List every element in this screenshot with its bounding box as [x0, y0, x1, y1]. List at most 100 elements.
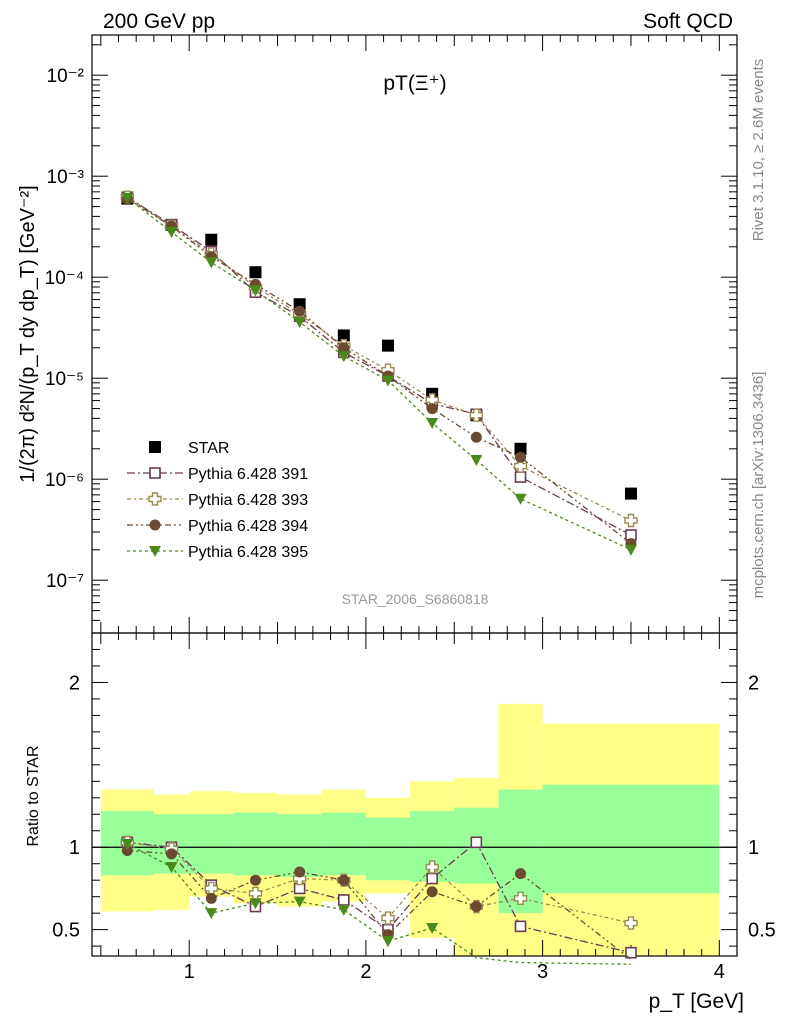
ratio-data-point [337, 904, 350, 916]
ratio-plot-frame [91, 632, 738, 957]
data-point [469, 408, 484, 422]
legend-marker [149, 519, 161, 531]
data-point [515, 451, 527, 463]
data-point [381, 375, 394, 387]
ratio-data-point [470, 901, 482, 913]
legend: STAR Pythia 6.428 391 Pythia 6.428 393 Pyth… [127, 440, 308, 561]
legend-label: Pythia 6.428 395 [188, 544, 308, 561]
main-axis-ticks [92, 35, 737, 634]
data-point [249, 285, 262, 297]
mcplots-credit-label: mcplots.cern.ch [arXiv:1306.3436] [750, 372, 767, 599]
data-point [338, 342, 350, 354]
ratio-data-point [425, 860, 439, 874]
data-point [337, 351, 350, 363]
data-point [121, 192, 134, 204]
main-y-axis-title: 1/(2π) d²N/(p_T dy dp_T) [GeV⁻²] [17, 185, 39, 482]
ratio-y-axis-title: Ratio to STAR [25, 745, 42, 846]
data-point [624, 513, 638, 528]
legend-entry: STAR [149, 440, 229, 457]
y-tick-label: 10⁻² [47, 66, 85, 87]
legend-label: Pythia 6.428 391 [188, 466, 308, 483]
ratio-data-point [165, 862, 178, 874]
energy-label: 200 GeV pp [103, 10, 215, 33]
ratio-data-point [515, 868, 527, 880]
x-tick-label: 4 [714, 961, 725, 983]
x-tick-label: 3 [537, 961, 548, 983]
ratio-data-point [514, 920, 527, 933]
ratio-data-point [381, 911, 395, 925]
data-point [381, 339, 394, 352]
ratio-data-point [293, 896, 306, 908]
legend-entry: Pythia 6.428 391 [127, 466, 308, 483]
series-line [126, 198, 632, 545]
green-band [189, 814, 234, 874]
data-point [624, 544, 637, 556]
ratio-series-line [127, 843, 631, 965]
green-band [321, 812, 366, 876]
data-point [294, 305, 306, 317]
data-point [514, 493, 527, 505]
x-tick-label: 1 [184, 961, 195, 983]
green-band [542, 784, 720, 894]
ratio-y-tick-label: 2 [748, 672, 759, 694]
ratio-series-layer [120, 835, 638, 965]
ratio-data-point [205, 908, 218, 920]
legend-label: Pythia 6.428 393 [188, 492, 308, 509]
green-band [365, 817, 411, 881]
y-tick-label: 10⁻⁴ [45, 268, 84, 289]
data-point [293, 317, 306, 329]
data-point [337, 329, 350, 342]
ratio-data-point [166, 848, 178, 860]
legend-entry: Pythia 6.428 394 [127, 518, 308, 535]
ratio-data-point [121, 845, 133, 857]
ratio-data-point [426, 922, 439, 934]
data-point [624, 487, 637, 500]
legend-entry: Pythia 6.428 395 [127, 544, 308, 561]
data-point [514, 471, 527, 483]
ratio-data-point [338, 894, 350, 906]
main-series-layer [120, 190, 638, 556]
ratio-data-point [249, 898, 262, 910]
y-tick-label: 10⁻³ [47, 167, 85, 188]
ratio-y-tick-labels: 0.5 1 2 0.5 1 2 [52, 672, 776, 941]
data-point [514, 442, 527, 455]
ratio-y-tick-label: 2 [69, 672, 80, 694]
ratio-data-point [470, 836, 483, 849]
ratio-y-tick-label: 1 [748, 837, 759, 859]
data-point [470, 431, 482, 443]
process-label: Soft QCD [643, 10, 733, 33]
ratio-data-point [625, 946, 637, 959]
main-y-tick-labels: 10⁻⁷ 10⁻⁶ 10⁻⁵ 10⁻⁴ 10⁻³ 10⁻² [45, 66, 84, 592]
x-axis-title: p_T [GeV] [649, 990, 744, 1013]
analysis-watermark: STAR_2006_S6860818 [342, 591, 489, 607]
ratio-data-point [338, 874, 350, 886]
legend-entry: Pythia 6.428 393 [127, 492, 308, 509]
ratio-data-point [205, 892, 217, 904]
data-point [426, 418, 439, 430]
ratio-data-point [294, 866, 306, 878]
data-point [470, 454, 483, 466]
data-point [165, 227, 178, 239]
legend-marker [149, 441, 161, 453]
green-band [233, 812, 278, 876]
ratio-series-3 [121, 838, 631, 965]
x-tick-label: 2 [360, 961, 371, 983]
data-point [205, 257, 218, 269]
ratio-y-tick-label: 0.5 [52, 920, 80, 942]
ratio-data-point [513, 891, 528, 906]
ratio-data-point [426, 886, 438, 898]
ratio-y-tick-label: 0.5 [748, 920, 776, 942]
data-point [513, 459, 528, 473]
legend-label: STAR [188, 440, 229, 457]
ratio-y-tick-label: 1 [69, 837, 80, 859]
series-line [126, 197, 632, 551]
plot-title: pT(Ξ⁺) [383, 72, 446, 95]
series-4 [121, 192, 637, 556]
data-point [426, 403, 438, 415]
x-tick-labels: 1 2 3 4 [184, 961, 725, 983]
ratio-series-line [127, 849, 632, 960]
legend-marker [149, 546, 161, 557]
ratio-data-point [249, 874, 261, 886]
